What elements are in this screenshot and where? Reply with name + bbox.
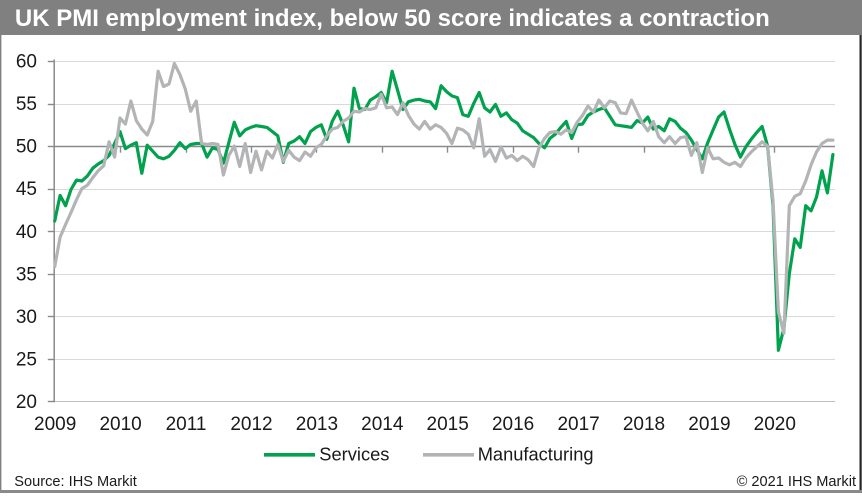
svg-text:2009: 2009 xyxy=(34,414,76,435)
svg-text:2013: 2013 xyxy=(296,414,338,435)
svg-text:20: 20 xyxy=(16,392,37,413)
svg-text:25: 25 xyxy=(16,349,37,370)
svg-text:2012: 2012 xyxy=(230,414,272,435)
svg-text:45: 45 xyxy=(16,179,37,200)
svg-text:2020: 2020 xyxy=(754,414,796,435)
svg-text:2015: 2015 xyxy=(427,414,469,435)
svg-text:2018: 2018 xyxy=(623,414,665,435)
svg-text:2014: 2014 xyxy=(361,414,404,435)
svg-text:Manufacturing: Manufacturing xyxy=(478,443,594,464)
svg-text:50: 50 xyxy=(16,137,37,158)
svg-text:UK PMI employment index, below: UK PMI employment index, below 50 score … xyxy=(15,5,770,32)
svg-text:© 2021 IHS Markit: © 2021 IHS Markit xyxy=(737,474,856,490)
svg-text:60: 60 xyxy=(16,52,37,73)
svg-text:40: 40 xyxy=(16,222,37,243)
svg-text:35: 35 xyxy=(16,264,37,285)
svg-text:Source: IHS Markit: Source: IHS Markit xyxy=(14,474,136,490)
svg-text:Services: Services xyxy=(319,443,389,464)
svg-text:2010: 2010 xyxy=(99,414,141,435)
svg-text:55: 55 xyxy=(16,94,37,115)
svg-text:2019: 2019 xyxy=(688,414,730,435)
svg-text:2011: 2011 xyxy=(166,414,207,435)
svg-text:2017: 2017 xyxy=(557,414,599,435)
svg-text:2016: 2016 xyxy=(492,414,534,435)
svg-text:30: 30 xyxy=(16,307,37,328)
